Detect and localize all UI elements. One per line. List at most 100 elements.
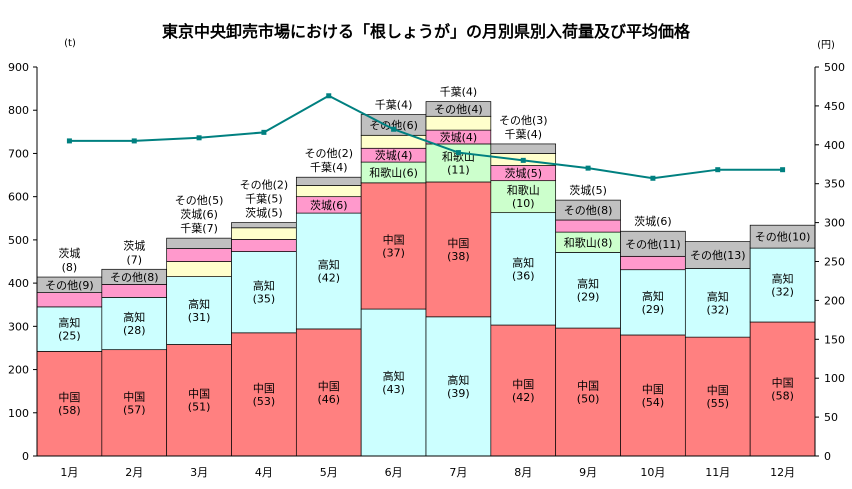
bar-segment-茨城 bbox=[231, 239, 297, 252]
data-label: (57) bbox=[123, 403, 146, 416]
bar-segment-その他 bbox=[684, 241, 751, 269]
x-tick-label: 11月 bbox=[705, 466, 730, 479]
data-label: その他(13) bbox=[690, 249, 746, 262]
data-label: (43) bbox=[382, 383, 405, 396]
label-layer: 中国(58)高知(25)その他(9)(8)茨城中国(57)高知(28)その他(8… bbox=[45, 85, 810, 418]
data-label: (32) bbox=[706, 303, 729, 316]
bar-segment-その他 bbox=[555, 199, 621, 221]
y2-tick-label: 500 bbox=[824, 61, 845, 74]
bar-segment-その他 bbox=[425, 101, 492, 117]
data-label: 中国 bbox=[253, 382, 275, 395]
data-label: (29) bbox=[577, 291, 600, 304]
bar-segment-その他 bbox=[620, 230, 686, 257]
data-label-outside: (7) bbox=[126, 253, 142, 266]
bar-segment-中国 bbox=[620, 334, 686, 457]
y2-tick-label: 200 bbox=[824, 294, 845, 307]
data-label: 高知 bbox=[253, 279, 275, 293]
y2-tick-label: 0 bbox=[824, 450, 831, 463]
bar-segment-中国 bbox=[684, 336, 751, 457]
bar-segment-中国 bbox=[555, 327, 621, 457]
data-label: (54) bbox=[642, 396, 665, 409]
data-label: その他(10) bbox=[755, 231, 811, 244]
y2-tick-label: 350 bbox=[824, 178, 845, 191]
bar-segment-茨城 bbox=[555, 219, 621, 233]
y2-tick-label: 250 bbox=[824, 256, 845, 269]
data-label: 高知 bbox=[642, 289, 664, 303]
data-label: 高知 bbox=[707, 289, 729, 303]
bar-segment-中国 bbox=[101, 349, 168, 457]
bar-segment-高知 bbox=[36, 306, 103, 352]
bar-layer bbox=[36, 101, 816, 457]
bar-segment-中国 bbox=[36, 351, 103, 457]
price-point bbox=[455, 150, 461, 156]
bar-segment-千葉 bbox=[295, 185, 362, 198]
data-label: (46) bbox=[317, 393, 340, 406]
data-label: (32) bbox=[771, 286, 794, 299]
y2-tick-label: 450 bbox=[824, 100, 845, 113]
data-label-outside: 千葉(7) bbox=[180, 221, 218, 235]
data-label: 高知 bbox=[772, 272, 794, 286]
y-tick-label: 900 bbox=[8, 61, 29, 74]
y2-tick-label: 300 bbox=[824, 217, 845, 230]
data-label-outside: 千葉(4) bbox=[310, 160, 348, 174]
price-line-layer bbox=[66, 93, 786, 181]
data-label: 中国 bbox=[707, 384, 729, 397]
data-label: (42) bbox=[512, 391, 535, 404]
x-tick-label: 6月 bbox=[385, 466, 403, 479]
y-axis-unit-right: (円) bbox=[817, 40, 835, 51]
data-label: (42) bbox=[317, 272, 340, 285]
bar-segment-その他 bbox=[295, 176, 362, 186]
data-label: 和歌山(6) bbox=[369, 165, 418, 179]
data-label-outside: その他(2) bbox=[304, 147, 353, 160]
data-label: 茨城(6) bbox=[310, 198, 348, 212]
data-label: (29) bbox=[642, 303, 665, 316]
data-label: (38) bbox=[447, 250, 470, 263]
bar-segment-高知 bbox=[166, 276, 232, 345]
data-label-outside: 千葉(5) bbox=[245, 192, 283, 206]
y2-tick-label: 150 bbox=[824, 333, 845, 346]
data-label-outside: 茨城(5) bbox=[245, 206, 283, 220]
data-label-outside: 茨城(5) bbox=[569, 183, 607, 197]
data-label: その他(4) bbox=[434, 103, 483, 116]
bar-segment-その他 bbox=[166, 237, 232, 249]
data-label: 高知 bbox=[512, 255, 534, 269]
y-tick-label: 700 bbox=[8, 147, 29, 160]
data-label: 高知 bbox=[577, 277, 599, 291]
data-label-outside: その他(5) bbox=[175, 194, 224, 207]
y2-tick-label: 100 bbox=[824, 372, 845, 385]
data-label: 高知 bbox=[318, 258, 340, 272]
y-tick-label: 400 bbox=[8, 277, 29, 290]
data-label: (35) bbox=[253, 293, 276, 306]
bar-segment-高知 bbox=[490, 212, 557, 326]
x-tick-label: 5月 bbox=[320, 466, 338, 479]
data-label: (58) bbox=[58, 404, 81, 417]
bar-segment-茨城 bbox=[101, 284, 168, 298]
x-tick-label: 10月 bbox=[640, 466, 665, 479]
data-label: (28) bbox=[123, 324, 146, 337]
data-label: 中国 bbox=[447, 237, 469, 250]
data-label-outside: 茨城(6) bbox=[180, 207, 218, 221]
price-point bbox=[715, 167, 721, 173]
bar-segment-高知 bbox=[231, 251, 297, 334]
price-point bbox=[326, 93, 332, 99]
data-label-outside: (8) bbox=[62, 261, 78, 274]
price-point bbox=[520, 157, 526, 163]
bar-segment-高知 bbox=[425, 316, 492, 457]
bar-segment-中国 bbox=[295, 328, 362, 457]
data-label: (11) bbox=[447, 163, 470, 176]
data-label: (55) bbox=[706, 397, 729, 410]
price-point bbox=[196, 135, 202, 141]
data-label: (50) bbox=[577, 393, 600, 406]
price-point bbox=[391, 126, 397, 132]
bar-segment-高知 bbox=[295, 212, 362, 330]
bar-segment-千葉 bbox=[425, 115, 492, 131]
data-label: その他(11) bbox=[625, 238, 681, 251]
data-label: (36) bbox=[512, 269, 535, 282]
price-point bbox=[261, 129, 267, 135]
y-tick-label: 200 bbox=[8, 364, 29, 377]
bar-segment-その他 bbox=[231, 222, 297, 229]
bar-segment-中国 bbox=[425, 181, 492, 318]
data-label: 茨城(5) bbox=[504, 166, 542, 180]
bar-segment-茨城 bbox=[620, 255, 686, 271]
